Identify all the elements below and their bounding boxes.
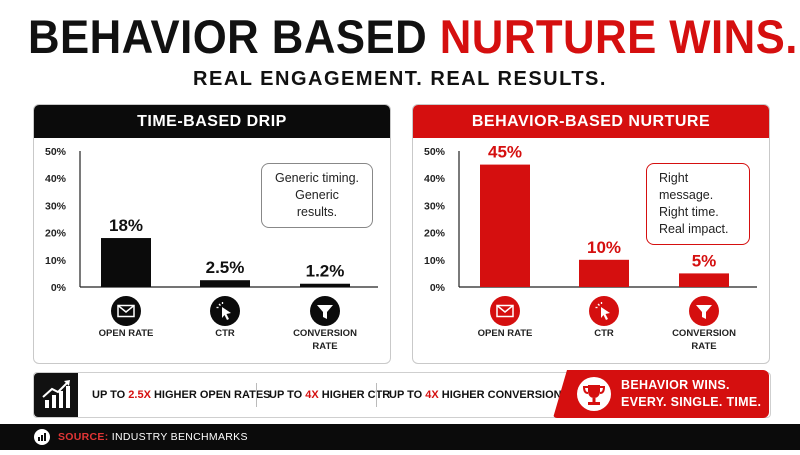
strip-item-open-rates: UP TO 2.5X HIGHER OPEN RATES	[92, 373, 271, 417]
data-label: 45%	[488, 143, 522, 162]
strip-item-ctr: UP TO 4X HIGHER CTR	[269, 373, 390, 417]
data-label: 1.2%	[306, 262, 345, 281]
bar	[200, 280, 250, 287]
strip-divider	[256, 383, 257, 407]
x-tick-label: OPEN RATE	[99, 328, 154, 339]
time-based-panel: TIME-BASED DRIP 0% 10% 20% 30% 40% 50% 18% OPEN…	[33, 104, 391, 364]
callout-box: Right message. Right time. Real impact.	[646, 163, 750, 245]
behavior-wins-banner: BEHAVIOR WINS. EVERY. SINGLE. TIME.	[553, 370, 769, 418]
trophy-icon	[577, 377, 611, 411]
bar	[579, 259, 629, 287]
funnel-icon	[689, 296, 719, 326]
panel-title: TIME-BASED DRIP	[34, 105, 390, 138]
x-tick-label: CONVERSION	[672, 328, 736, 339]
bar	[300, 283, 350, 287]
y-tick-label: 30%	[424, 200, 446, 212]
source-bar: SOURCE: INDUSTRY BENCHMARKS	[0, 424, 800, 450]
bar-chart-icon	[34, 429, 50, 445]
source-text: SOURCE: INDUSTRY BENCHMARKS	[58, 424, 248, 450]
funnel-shape	[317, 305, 333, 319]
y-tick-label: 40%	[424, 173, 446, 185]
bar	[679, 273, 729, 287]
data-label: 2.5%	[206, 258, 245, 277]
envelope-body	[117, 304, 135, 318]
strip-highlight: 2.5X	[128, 389, 151, 401]
cursor-arrow	[222, 307, 231, 320]
callout-line: Real impact.	[659, 222, 729, 236]
wins-line-2: EVERY. SINGLE. TIME.	[621, 395, 762, 409]
cursor-click-icon	[589, 296, 619, 326]
y-tick-label: 10%	[424, 255, 446, 267]
callout-line: Right time.	[659, 205, 719, 219]
x-tick-label: RATE	[312, 341, 337, 352]
x-tick-label: OPEN RATE	[478, 328, 533, 339]
y-tick-label: 50%	[45, 146, 67, 158]
strip-post: HIGHER CTR	[318, 389, 391, 401]
funnel-icon	[310, 296, 340, 326]
envelope-body	[496, 304, 514, 318]
strip-highlight: 4X	[425, 389, 439, 401]
x-tick-label: RATE	[691, 341, 716, 352]
page-title: BEHAVIOR BASED NURTURE WINS.	[28, 8, 797, 66]
y-tick-label: 20%	[424, 228, 446, 240]
bar	[101, 238, 151, 287]
strip-highlight: 4X	[305, 389, 319, 401]
x-tick-label: CONVERSION	[293, 328, 357, 339]
y-tick-label: 20%	[45, 228, 67, 240]
envelope-flap	[117, 304, 135, 313]
strip-post: HIGHER OPEN RATES	[150, 389, 271, 401]
growth-chart-icon	[34, 373, 78, 417]
x-tick-label: CTR	[215, 328, 235, 339]
source-value: INDUSTRY BENCHMARKS	[111, 431, 248, 443]
y-tick-label: 10%	[45, 255, 67, 267]
strip-pre: UP TO	[92, 389, 129, 401]
envelope-icon-bg	[111, 296, 141, 326]
callout-box: Generic timing. Generic results.	[261, 163, 373, 228]
behavior-based-panel: BEHAVIOR-BASED NURTURE 0% 10% 20% 30% 40% 50%…	[412, 104, 770, 364]
click-ray	[218, 303, 221, 306]
wins-line-1: BEHAVIOR WINS.	[621, 378, 730, 392]
data-label: 5%	[692, 251, 717, 270]
strip-divider	[376, 383, 377, 407]
y-tick-label: 40%	[45, 173, 67, 185]
bar	[480, 164, 530, 287]
data-label: 10%	[587, 238, 621, 257]
callout-line: Generic timing.	[274, 171, 360, 185]
y-tick-label: 50%	[424, 146, 446, 158]
data-label: 18%	[109, 216, 143, 235]
source-label: SOURCE:	[58, 431, 109, 443]
funnel-shape	[696, 305, 712, 319]
page-subtitle: REAL ENGAGEMENT. REAL RESULTS.	[193, 68, 607, 90]
y-tick-label: 0%	[430, 282, 446, 294]
strip-post: HIGHER CONVERSIONS	[438, 389, 569, 401]
strip-pre: UP TO	[389, 389, 426, 401]
cursor-click-icon	[210, 296, 240, 326]
envelope-flap	[496, 304, 514, 313]
strip-pre: UP TO	[269, 389, 306, 401]
y-tick-label: 30%	[45, 200, 67, 212]
x-tick-label: CTR	[594, 328, 614, 339]
wins-text: BEHAVIOR WINS. EVERY. SINGLE. TIME.	[621, 377, 761, 411]
callout-line: Right message.	[659, 171, 714, 202]
click-ray	[597, 303, 600, 306]
behavior-based-chart: 0% 10% 20% 30% 40% 50% 45% OPEN RATE 10% CTR 5% CON…	[424, 143, 757, 352]
envelope-icon	[111, 296, 141, 326]
strip-item-conversions: UP TO 4X HIGHER CONVERSIONS	[389, 373, 569, 417]
callout-line: Generic results.	[295, 188, 339, 219]
envelope-icon-bg	[490, 296, 520, 326]
time-based-chart: 0% 10% 20% 30% 40% 50% 18% OPEN RATE 2.5% CTR 1.2%…	[45, 146, 378, 352]
title-part-2: NURTURE WINS.	[439, 10, 798, 63]
panel-title: BEHAVIOR-BASED NURTURE	[413, 105, 769, 138]
cursor-arrow	[601, 307, 610, 320]
title-part-1: BEHAVIOR BASED	[28, 10, 428, 63]
y-tick-label: 0%	[51, 282, 67, 294]
envelope-icon	[490, 296, 520, 326]
